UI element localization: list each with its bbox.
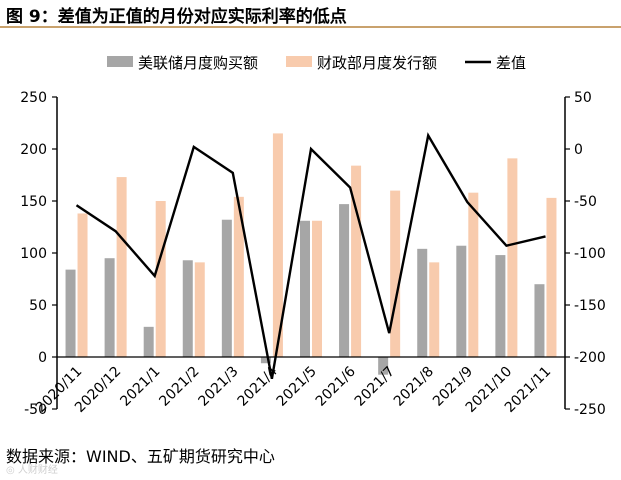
- treasury-issuance-bar: [77, 213, 88, 357]
- right-tick-label: -250: [574, 402, 606, 418]
- fed-purchase-bar: [534, 284, 545, 357]
- treasury-issuance-bar: [116, 177, 127, 357]
- legend-label: 差值: [496, 54, 526, 72]
- fed-purchase-bar: [65, 269, 76, 357]
- source-note: 数据来源：WIND、五矿期货研究中心: [6, 447, 275, 466]
- right-tick-label: 0: [574, 142, 583, 158]
- right-tick-label: -150: [574, 298, 606, 314]
- treasury-issuance-bar: [155, 201, 166, 357]
- legend: 美联储月度购买额 财政部月度发行额 差值: [107, 54, 526, 72]
- left-tick-label: 150: [20, 194, 47, 210]
- legend-label: 财政部月度发行额: [317, 54, 437, 72]
- x-tick-label: 2021/2: [156, 364, 202, 410]
- chart: 美联储月度购买额 财政部月度发行额 差值 -50 0 50 100 150 200 250 -2…: [20, 54, 606, 418]
- treasury-issuance-bar: [468, 192, 479, 357]
- title-divider: [0, 26, 621, 28]
- fed-purchase-bar: [456, 245, 467, 357]
- x-tick-label: 2021/5: [274, 364, 320, 410]
- legend-label: 美联储月度购买额: [138, 54, 258, 72]
- bars: [65, 133, 557, 375]
- right-tick-label: -200: [574, 350, 606, 366]
- treasury-issuance-bar: [390, 190, 401, 357]
- right-tick-label: -100: [574, 246, 606, 262]
- treasury-issuance-bar: [546, 197, 557, 357]
- x-axis-labels: 2020/112020/122021/12021/22021/32021/420…: [33, 363, 554, 416]
- x-tick-label: 2021/3: [196, 364, 242, 410]
- left-tick-label: 50: [29, 298, 47, 314]
- right-axis: -250 -200 -150 -100 -50 0 50: [564, 90, 606, 418]
- fed-purchase-bar: [182, 260, 193, 357]
- fed-purchase-bar: [143, 326, 154, 357]
- x-tick-label: 2021/8: [391, 364, 437, 410]
- left-tick-label: 0: [38, 350, 47, 366]
- right-tick-label: -50: [574, 194, 597, 210]
- x-tick-label: 2021/1: [117, 364, 163, 410]
- legend-treasury-swatch: [286, 56, 312, 67]
- fed-purchase-bar: [417, 248, 428, 357]
- right-tick-label: 50: [574, 90, 592, 106]
- left-axis: -50 0 50 100 150 200 250: [20, 90, 58, 418]
- treasury-issuance-bar: [507, 158, 518, 357]
- treasury-issuance-bar: [194, 262, 205, 357]
- watermark: ◎ 人财财经: [6, 465, 58, 476]
- left-tick-label: -50: [24, 402, 47, 418]
- treasury-issuance-bar: [429, 262, 440, 357]
- fed-purchase-bar: [378, 357, 389, 375]
- treasury-issuance-bar: [351, 165, 362, 357]
- x-tick-label: 2021/6: [313, 363, 359, 409]
- difference-line: [75, 132, 546, 380]
- treasury-issuance-bar: [272, 133, 283, 357]
- left-tick-label: 100: [20, 246, 47, 262]
- fed-purchase-bar: [221, 219, 232, 357]
- fed-purchase-bar: [104, 258, 115, 357]
- figure-title: 图 9：差值为正值的月份对应实际利率的低点: [6, 7, 347, 27]
- x-tick-label: 2021/4: [235, 363, 281, 409]
- treasury-issuance-bar: [233, 196, 244, 357]
- left-tick-label: 250: [20, 90, 47, 106]
- treasury-issuance-bar: [312, 220, 322, 357]
- fed-purchase-bar: [495, 255, 506, 357]
- x-tick-label: 2021/7: [352, 364, 398, 410]
- fed-purchase-bar: [339, 204, 350, 357]
- fed-purchase-bar: [260, 357, 271, 364]
- fed-purchase-bar: [300, 220, 310, 357]
- left-tick-label: 200: [20, 142, 47, 158]
- legend-fed-swatch: [107, 56, 133, 67]
